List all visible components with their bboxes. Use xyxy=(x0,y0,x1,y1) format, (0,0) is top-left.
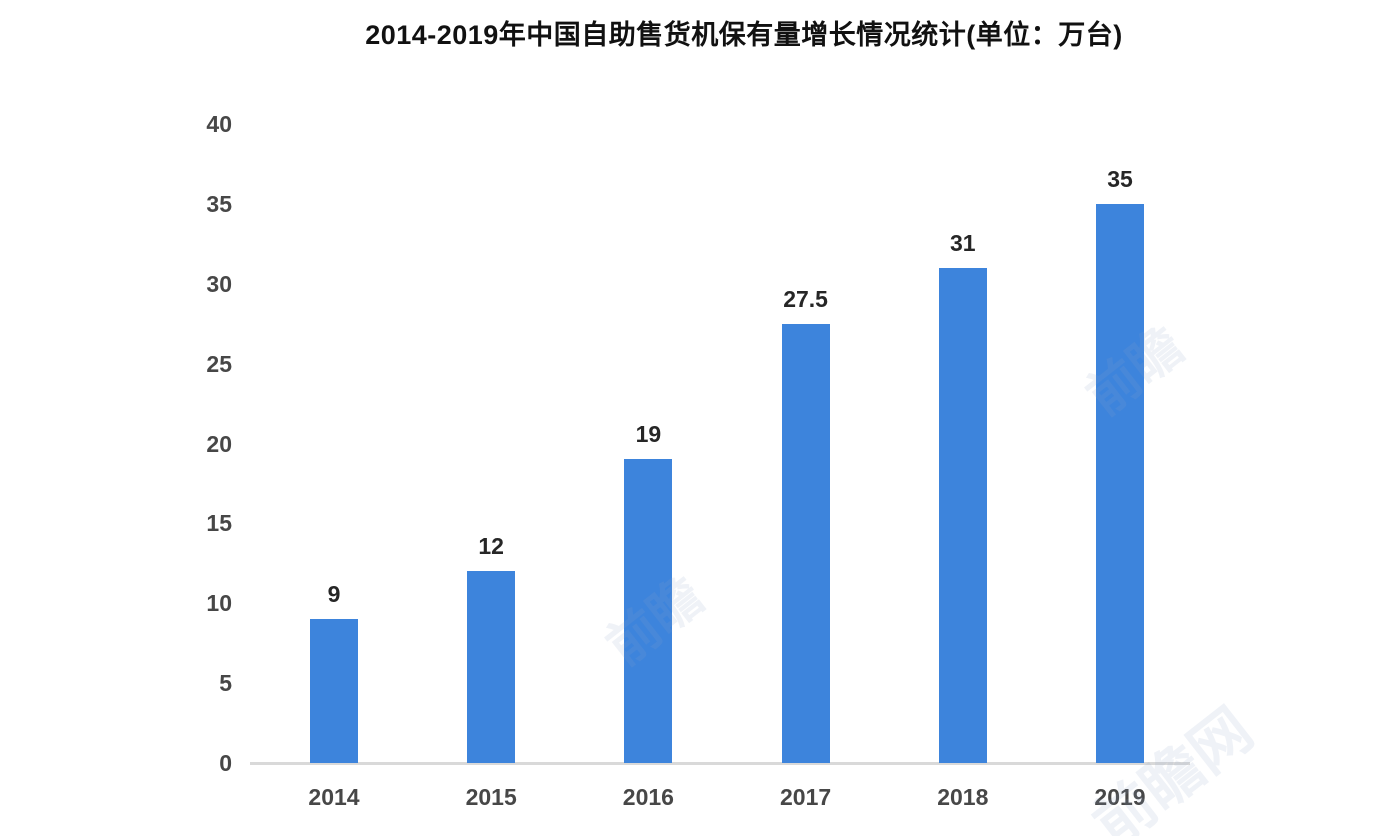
x-tick-label: 2014 xyxy=(308,784,360,810)
y-tick-label: 5 xyxy=(219,670,232,697)
y-tick-label: 10 xyxy=(206,590,232,617)
y-tick-label: 40 xyxy=(206,111,232,137)
bar-2017 xyxy=(781,323,830,763)
chart-title: 2014-2019年中国自助售货机保有量增长情况统计(单位：万台) xyxy=(365,20,1123,50)
bar-value-label: 12 xyxy=(478,533,504,560)
x-tick-label: 2016 xyxy=(622,784,674,810)
y-tick-label: 25 xyxy=(206,350,232,377)
x-tick-label: 2018 xyxy=(937,784,989,810)
y-tick-label: 35 xyxy=(206,190,232,217)
x-tick-label: 2015 xyxy=(465,784,517,810)
bar-value-label: 31 xyxy=(950,229,976,256)
bar-2018 xyxy=(938,267,987,763)
bar-value-label: 19 xyxy=(635,421,662,448)
y-tick-label: 0 xyxy=(219,750,232,776)
bar-value-label: 27.5 xyxy=(783,285,828,312)
bar-2014 xyxy=(310,619,358,763)
bar-2019 xyxy=(1096,203,1144,763)
bar-value-label: 9 xyxy=(327,581,341,608)
bar-2016 xyxy=(624,459,673,763)
x-tick-label: 2017 xyxy=(780,784,832,810)
y-tick-label: 20 xyxy=(206,430,232,457)
x-axis-line xyxy=(250,762,1190,765)
y-tick-label: 30 xyxy=(206,270,232,297)
y-tick-label: 15 xyxy=(206,510,232,537)
bar-2015 xyxy=(467,571,516,763)
x-tick-label: 2019 xyxy=(1094,784,1146,810)
bar-value-label: 35 xyxy=(1107,165,1133,192)
